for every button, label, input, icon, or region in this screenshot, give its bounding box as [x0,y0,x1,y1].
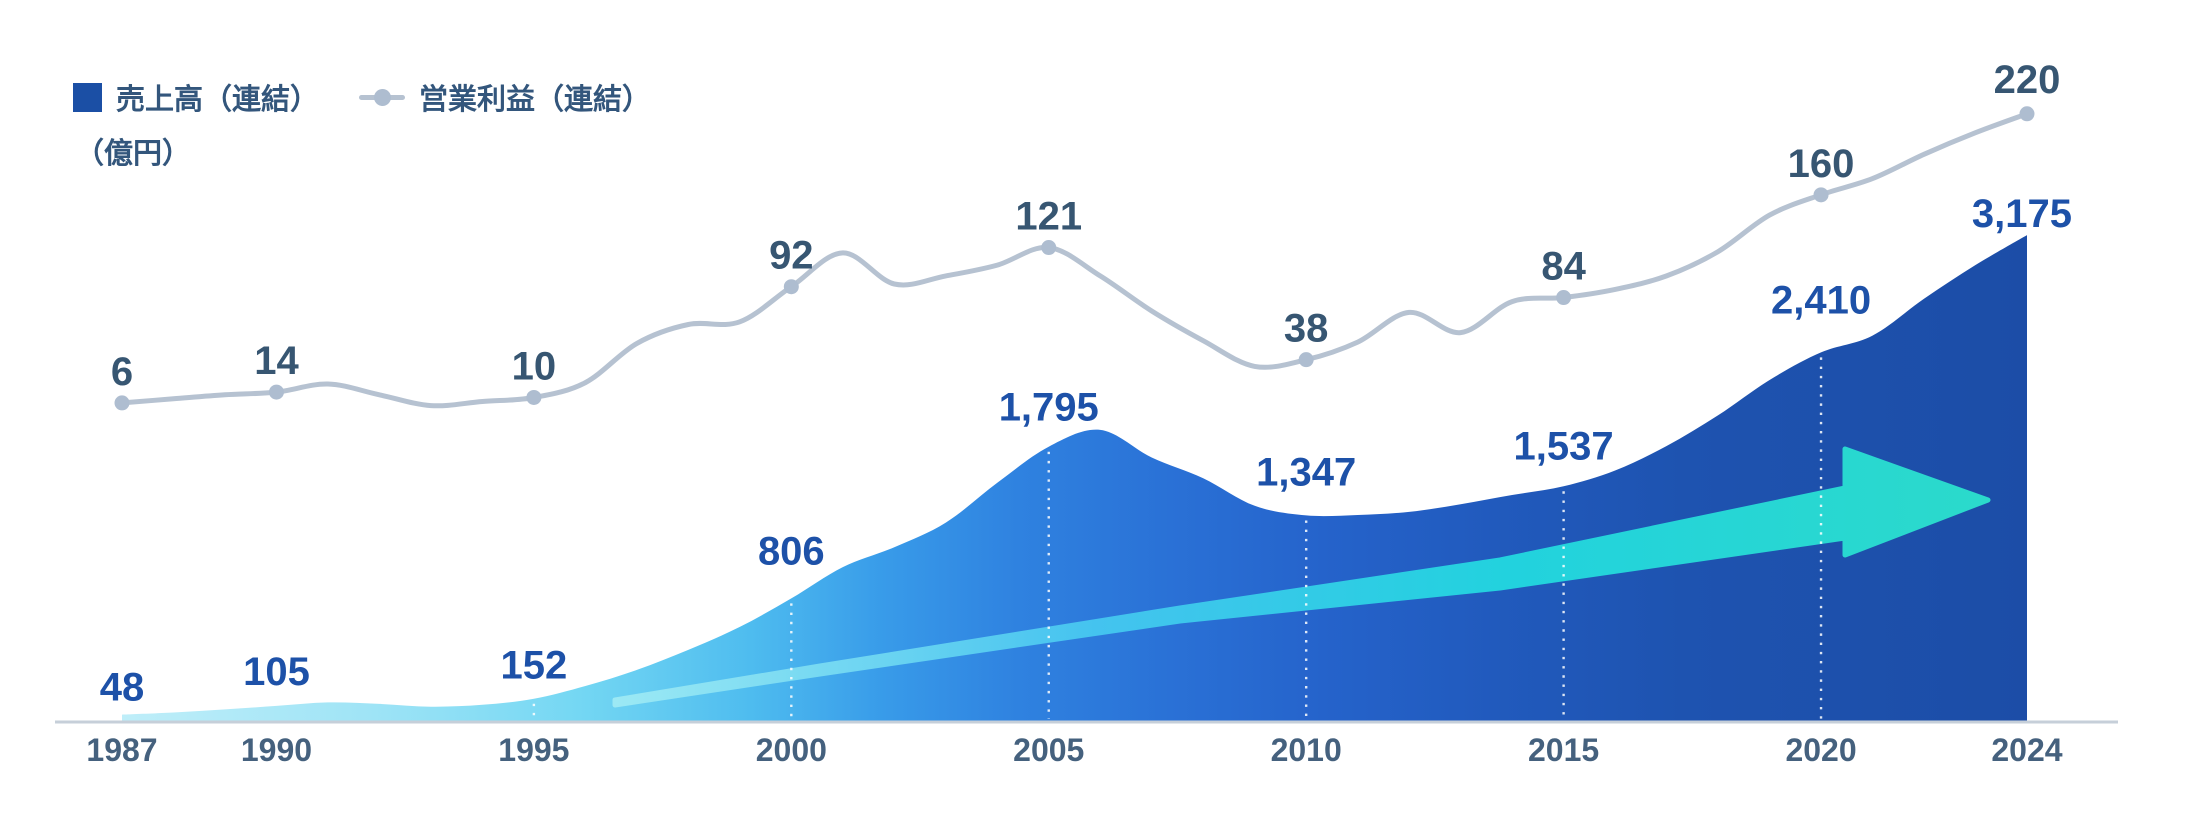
legend-label-sales: 売上高（連結） [116,84,320,116]
sales-value-label-2000: 806 [758,529,825,573]
profit-line-group [119,111,2030,409]
profit-value-label-2010: 38 [1284,307,1329,351]
growth-arrow-group [612,446,1991,708]
sales-value-label-2024: 3,175 [1972,192,2072,236]
sales-value-label-1995: 152 [501,644,568,688]
profit-point-2020 [1813,187,1829,203]
profit-value-label-2000: 92 [769,234,814,278]
profit-point-1987 [114,395,130,411]
profit-point-2010 [1298,352,1314,368]
profit-value-label-2024: 220 [1994,58,2061,102]
x-axis-label-2015: 2015 [1528,732,1599,768]
profit-value-label-1990: 14 [254,339,299,383]
sales-square-icon [73,82,102,112]
sales-area-group [122,235,2027,721]
profit-point-2005 [1041,240,1057,256]
x-axis-label-2005: 2005 [1013,732,1084,768]
profit-value-label-1995: 10 [512,344,557,388]
profit-markers-group [114,106,2035,411]
profit-value-label-1987: 6 [111,350,133,394]
x-axis-label-2000: 2000 [756,732,827,768]
profit-value-label-2015: 84 [1541,245,1586,289]
sales-value-label-2010: 1,347 [1256,450,1356,494]
profit-value-label-2020: 160 [1788,142,1855,186]
value-labels-group: 48 105 152 806 1,795 1,347 1,537 2,410 3,175 6 14 1… [100,58,2072,710]
profit-point-1995 [526,389,542,405]
growth-arrow-icon [612,446,1991,708]
x-axis-label-1995: 1995 [498,732,569,768]
unit-label: （億円） [75,138,192,170]
x-axis-label-2024: 2024 [1991,732,2062,768]
profit-point-2000 [783,279,799,295]
sales-value-label-2015: 1,537 [1514,424,1614,468]
legend-label-profit: 営業利益（連結） [419,84,652,116]
x-axis-label-1990: 1990 [241,732,312,768]
line-with-dot-icon [359,83,406,112]
profit-point-2015 [1556,290,1572,306]
x-axis-group: 1987 1990 1995 2000 2005 2010 2015 2020 2024 [55,720,2118,768]
legend: 売上高（連結） 営業利益（連結） [73,76,651,118]
sales-value-label-2020: 2,410 [1771,278,1871,322]
gridlines-group [532,357,1823,719]
sales-value-label-1990: 105 [243,650,310,694]
x-axis-label-1987: 1987 [86,732,157,768]
profit-value-label-2005: 121 [1015,195,1082,239]
profit-line [119,111,2030,409]
legend-item-profit: 営業利益（連結） [359,76,651,118]
sales-value-label-1987: 48 [100,666,145,710]
legend-item-sales: 売上高（連結） [73,76,319,118]
profit-point-2024 [2019,106,2035,122]
sales-area [122,235,2027,721]
x-axis-label-2010: 2010 [1271,732,1342,768]
profit-point-1990 [268,384,284,400]
x-axis-label-2020: 2020 [1785,732,1856,768]
sales-value-label-2005: 1,795 [999,386,1099,430]
